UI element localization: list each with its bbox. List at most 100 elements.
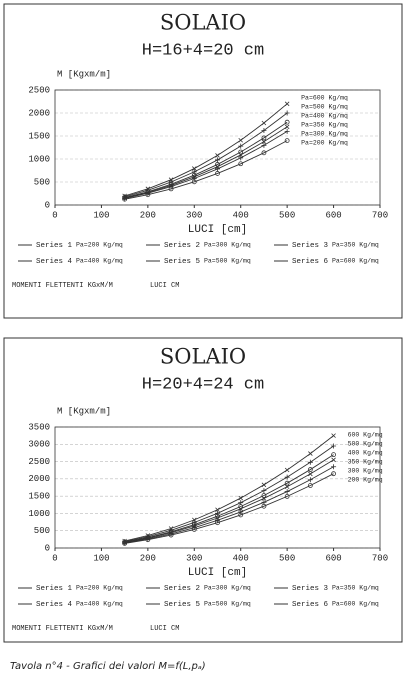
x-tick-label: 200: [140, 210, 156, 220]
marker: [331, 457, 336, 463]
x-tick-label: 300: [186, 210, 202, 220]
marker: [122, 538, 127, 544]
frame: [3, 3, 403, 319]
footer-right: LUCI CM: [150, 625, 179, 633]
chart-title: SOLAIO: [160, 345, 246, 369]
end-label: 400 Kg/mq: [348, 450, 383, 457]
marker: [284, 138, 290, 144]
x-tick-label: 200: [140, 553, 156, 563]
y-tick-label: 3500: [28, 422, 50, 432]
y-tick-label: 3000: [28, 440, 50, 450]
line: [124, 131, 288, 199]
marker: [261, 482, 267, 488]
end-label: Pa=200 Kg/mq: [301, 140, 348, 147]
caption: Tavola n°4 - Grafici dei valori M=f(L,pₐ…: [10, 661, 206, 672]
y-tick-label: 500: [34, 177, 50, 187]
marker: [284, 489, 290, 495]
marker: [168, 179, 174, 185]
x-tick-label: 400: [233, 210, 249, 220]
plot-frame: [54, 89, 381, 206]
marker: [261, 120, 267, 126]
y-tick-label: 500: [34, 526, 50, 536]
x-tick-label: 700: [372, 210, 388, 220]
marker: [215, 162, 220, 167]
end-label: Pa=600 Kg/mq: [301, 95, 348, 102]
footer-left: MOMENTI FLETTENTI KGxM/M: [12, 282, 113, 290]
legend-name: Series 4: [36, 258, 73, 266]
marker: [192, 517, 197, 523]
x-tick-label: 600: [325, 553, 341, 563]
line: [124, 126, 288, 199]
marker: [261, 127, 267, 133]
marker: [145, 533, 151, 538]
line: [124, 103, 288, 197]
marker: [307, 477, 313, 483]
x-tick-label: 0: [52, 553, 57, 563]
line: [124, 445, 334, 543]
line: [124, 121, 288, 198]
marker: [238, 149, 244, 155]
marker: [261, 139, 267, 144]
marker: [122, 194, 128, 200]
end-label: 350 Kg/mq: [348, 459, 383, 466]
legend-name: Series 4: [36, 601, 73, 609]
x-tick-label: 600: [325, 210, 341, 220]
legend-label: Pa=200 Kg/mq: [76, 242, 123, 249]
marker: [238, 155, 244, 161]
marker: [215, 153, 220, 158]
marker: [168, 526, 174, 531]
marker: [284, 124, 290, 130]
x-tick-label: 700: [372, 553, 388, 563]
end-label: 300 Kg/mq: [348, 468, 383, 475]
legend-name: Series 3: [292, 585, 329, 593]
legend-label: Pa=600 Kg/mq: [332, 601, 379, 608]
marker: [308, 471, 313, 477]
legend-label: Pa=500 Kg/mq: [204, 258, 251, 265]
footer-right: LUCI CM: [150, 282, 179, 290]
line: [124, 435, 334, 542]
legend-label: Pa=200 Kg/mq: [76, 585, 123, 592]
marker: [215, 171, 220, 176]
y-tick-label: 0: [45, 200, 50, 210]
y-tick-label: 1000: [28, 154, 50, 164]
end-label: Pa=300 Kg/mq: [301, 131, 348, 138]
line: [124, 454, 334, 543]
marker: [122, 193, 127, 199]
marker: [307, 483, 313, 488]
marker: [215, 517, 220, 523]
x-axis-label: LUCI [cm]: [188, 567, 247, 579]
x-tick-label: 500: [279, 210, 295, 220]
marker: [331, 443, 337, 449]
marker: [238, 161, 244, 167]
marker: [284, 467, 290, 473]
marker: [238, 495, 243, 501]
legend-name: Series 1: [36, 242, 73, 250]
y-tick-label: 2000: [28, 474, 50, 484]
marker: [284, 128, 290, 134]
legend-name: Series 2: [164, 585, 200, 593]
legend-label: Pa=300 Kg/mq: [204, 585, 251, 592]
y-tick-label: 1500: [28, 492, 50, 502]
marker: [331, 433, 336, 438]
end-label: 500 Kg/mq: [348, 441, 383, 448]
y-axis-label: M [Kgxm/m]: [57, 406, 111, 416]
chart-subtitle: H=16+4=20 cm: [142, 41, 264, 60]
y-tick-label: 2500: [28, 457, 50, 467]
marker: [261, 150, 267, 156]
line: [124, 466, 334, 544]
line: [124, 140, 288, 200]
legend-name: Series 2: [164, 242, 200, 250]
marker: [215, 166, 220, 172]
legend-name: Series 5: [164, 258, 201, 266]
marker: [261, 499, 267, 505]
legend-label: Pa=350 Kg/mq: [332, 585, 379, 592]
legend-label: Pa=400 Kg/mq: [76, 601, 123, 608]
legend-label: Pa=400 Kg/mq: [76, 258, 123, 265]
end-label: Pa=500 Kg/mq: [301, 104, 348, 111]
y-tick-label: 0: [45, 543, 50, 553]
marker: [284, 493, 290, 499]
marker: [145, 186, 151, 192]
y-axis-label: M [Kgxm/m]: [57, 69, 111, 79]
legend-name: Series 3: [292, 242, 329, 250]
